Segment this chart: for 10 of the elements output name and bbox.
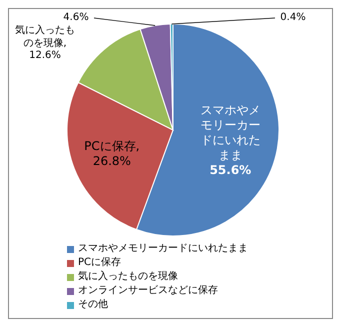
- data-label: 気に入ったものを現像, 12.6%: [14, 25, 76, 63]
- legend-label: オンラインサービスなどに保存: [78, 284, 218, 298]
- legend-label: スマホやメモリーカードにいれたまま: [78, 242, 248, 256]
- legend-label: その他: [78, 298, 108, 312]
- data-label: 4.6%: [63, 12, 89, 24]
- legend-label: 気に入ったものを現像: [78, 270, 178, 284]
- legend-label: PCに保存: [78, 256, 122, 270]
- data-label: スマホやメモリーカードにいれたまま 55.6%: [199, 102, 262, 178]
- data-label: 0.4%: [280, 12, 306, 24]
- data-label: PCに保存, 26.8%: [84, 139, 140, 170]
